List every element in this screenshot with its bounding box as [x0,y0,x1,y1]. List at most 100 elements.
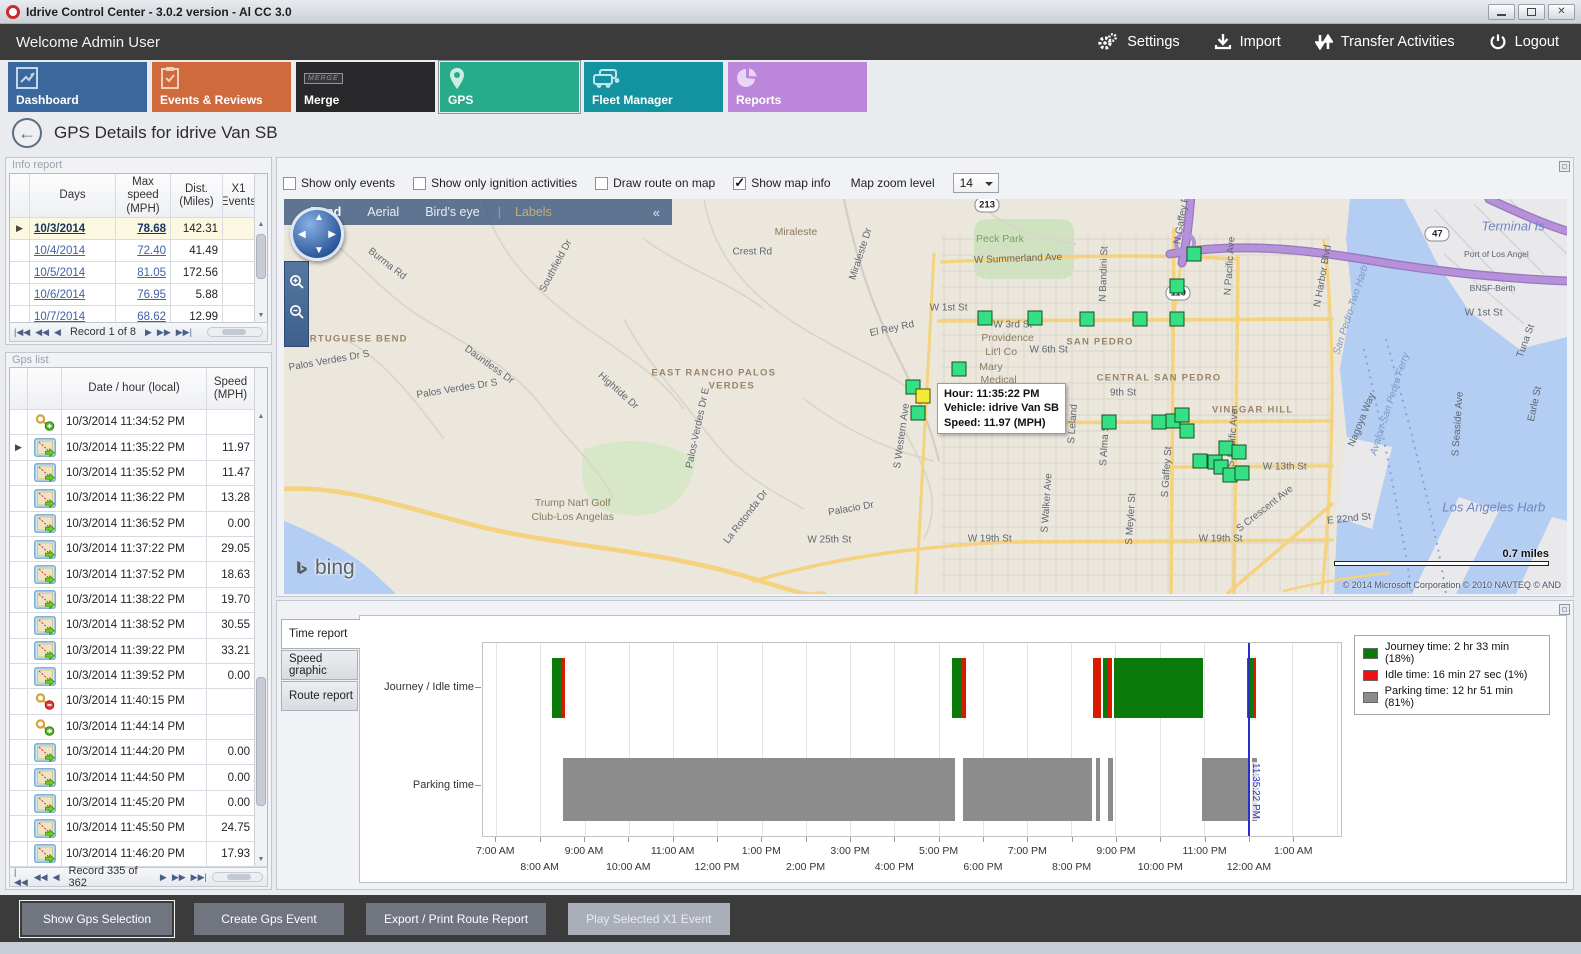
column-header[interactable]: Max speed (MPH) [116,174,171,218]
gps-row[interactable]: 10/3/2014 11:34:52 PM [10,410,267,436]
days-cell[interactable]: 10/6/2014 [30,284,116,305]
scroll-up-icon[interactable]: ▲ [257,413,265,420]
table-row[interactable]: ▶ 10/3/2014 78.68 142.31 [10,218,267,240]
gps-marker[interactable] [1186,246,1202,262]
top-action-transfer-activities[interactable]: Transfer Activities [1314,33,1455,51]
checkbox-box[interactable] [733,175,747,191]
max-speed-link[interactable]: 78.68 [137,222,166,235]
gps-row[interactable]: 10/3/2014 11:44:50 PM 0.00 [10,765,267,791]
gps-row[interactable]: 10/3/2014 11:39:52 PM 0.00 [10,663,267,690]
pager-next-page-icon[interactable]: ▶▶ [156,326,171,337]
max-speed-cell[interactable]: 76.95 [116,284,171,305]
scroll-down-icon[interactable]: ▼ [257,312,265,319]
create-gps-event-button[interactable]: Create Gps Event [194,902,344,935]
max-speed-cell[interactable]: 78.68 [116,218,171,239]
table-row[interactable]: 10/5/2014 81.05 172.56 [10,262,267,284]
gps-marker[interactable] [1169,311,1185,327]
pager-last-icon[interactable]: ▶▶| [175,326,192,337]
map-view-labels[interactable]: Labels [514,205,552,219]
minimize-button[interactable] [1488,3,1515,20]
map-zoom-level-select[interactable]: 14 [952,173,999,193]
table-row[interactable]: 10/4/2014 72.40 41.49 [10,240,267,262]
column-header[interactable]: X1 Events [223,174,255,218]
column-header[interactable] [10,174,30,218]
tab-speed-graphic[interactable]: Speed graphic [281,650,358,680]
table-row[interactable]: 10/6/2014 76.95 5.88 [10,284,267,306]
selected-gps-marker[interactable] [915,388,931,404]
gps-marker[interactable] [910,405,926,421]
max-speed-cell[interactable]: 68.62 [116,306,171,327]
gps-marker[interactable] [1027,310,1043,326]
gps-marker[interactable] [1231,444,1247,460]
gps-marker[interactable] [1192,453,1208,469]
nav-tile-events-reviews[interactable]: Events & Reviews [152,62,291,112]
day-link[interactable]: 10/4/2014 [34,244,86,257]
gps-marker[interactable] [977,310,993,326]
gps-row[interactable]: 10/3/2014 11:45:50 PM 24.75 [10,816,267,842]
days-cell[interactable]: 10/5/2014 [30,262,116,283]
gps-marker[interactable] [1079,311,1095,327]
pager-prev-page-icon[interactable]: ◀◀ [35,326,50,337]
checkbox-show-only-ignition-activities[interactable]: Show only ignition activities [413,176,577,190]
map-pan-control[interactable]: ▲ ▼ ◀ ▶ [290,207,344,261]
pager-first-icon[interactable]: |◀◀ [14,866,28,887]
column-header[interactable] [10,368,28,410]
gps-marker[interactable] [951,361,967,377]
nav-tile-fleet-manager[interactable]: Fleet Manager [584,62,723,112]
column-header[interactable]: Dist. (Miles) [171,174,223,218]
nav-tile-dashboard[interactable]: Dashboard [8,62,147,112]
tab-route-report[interactable]: Route report [281,681,358,711]
collapse-panel-button[interactable] [1559,161,1570,172]
scroll-down-icon[interactable]: ▼ [257,856,265,863]
gps-row[interactable]: 10/3/2014 11:40:15 PM [10,689,267,715]
pager-prev-icon[interactable]: ◀ [54,326,61,337]
max-speed-link[interactable]: 72.40 [137,244,166,257]
pager-next-page-icon[interactable]: ▶▶ [171,871,186,882]
zoom-out-icon[interactable] [289,304,305,320]
gps-row[interactable]: 10/3/2014 11:44:14 PM [10,714,267,741]
gps-row[interactable]: 10/3/2014 11:39:22 PM 33.21 [10,638,267,664]
info-report-pager[interactable]: |◀◀ ◀◀ ◀ Record 1 of 8 ▶ ▶▶ ▶▶| [9,322,268,342]
day-link[interactable]: 10/7/2014 [34,310,86,323]
column-header[interactable]: Date / hour (local) [62,368,207,410]
nav-tile-gps[interactable]: GPS [438,60,581,114]
checkbox-box[interactable] [413,176,427,190]
pager-prev-page-icon[interactable]: ◀◀ [33,871,48,882]
gps-marker[interactable] [1169,278,1185,294]
column-header[interactable]: Speed (MPH) [207,368,255,410]
collapse-panel-button[interactable] [1559,604,1570,615]
map-view-bird-s-eye[interactable]: Bird's eye [425,205,480,219]
gps-row[interactable]: 10/3/2014 11:37:22 PM 29.05 [10,536,267,563]
gps-row[interactable]: 10/3/2014 11:45:20 PM 0.00 [10,790,267,817]
gps-row[interactable]: 10/3/2014 11:38:22 PM 19.70 [10,587,267,614]
nav-tile-merge[interactable]: MERGE Merge [296,62,435,112]
gps-list-pager[interactable]: |◀◀ ◀◀ ◀ Record 335 of 362 ▶ ▶▶ ▶▶| [9,865,268,889]
gps-row[interactable]: 10/3/2014 11:46:20 PM 17.93 [10,841,267,868]
maximize-button[interactable] [1518,3,1545,20]
gps-marker[interactable] [1234,465,1250,481]
top-action-settings[interactable]: Settings [1097,33,1180,51]
info-report-table[interactable]: Days Max speed (MPH) Dist. (Miles) X1 Event… [9,173,268,328]
top-action-import[interactable]: Import [1214,33,1281,51]
nav-tile-reports[interactable]: Reports [728,62,867,112]
gps-marker[interactable] [1151,414,1167,430]
pager-prev-icon[interactable]: ◀ [52,871,60,882]
map-view-aerial[interactable]: Aerial [367,205,400,219]
vertical-scrollbar[interactable]: ▲ ▼ [254,174,267,322]
gps-marker[interactable] [1174,407,1190,423]
gps-marker[interactable] [1101,414,1117,430]
gps-marker[interactable] [1179,423,1195,439]
checkbox-draw-route-on-map[interactable]: Draw route on map [595,176,715,190]
gps-row[interactable]: ▶ 10/3/2014 11:35:22 PM 11.97 [10,435,267,461]
column-header[interactable]: Days [30,174,116,218]
gps-row[interactable]: 10/3/2014 11:36:52 PM 0.00 [10,511,267,537]
pager-last-icon[interactable]: ▶▶| [190,871,207,882]
checkbox-show-map-info[interactable]: Show map info [733,175,831,191]
map-toolbar-collapse-icon[interactable]: « [652,204,660,220]
back-button[interactable]: ← [12,118,42,148]
day-link[interactable]: 10/5/2014 [34,266,86,279]
gps-row[interactable]: 10/3/2014 11:37:52 PM 18.63 [10,562,267,588]
gps-row[interactable]: 10/3/2014 11:36:22 PM 13.28 [10,486,267,512]
zoom-in-icon[interactable] [289,274,305,290]
pager-next-icon[interactable]: ▶ [159,871,167,882]
